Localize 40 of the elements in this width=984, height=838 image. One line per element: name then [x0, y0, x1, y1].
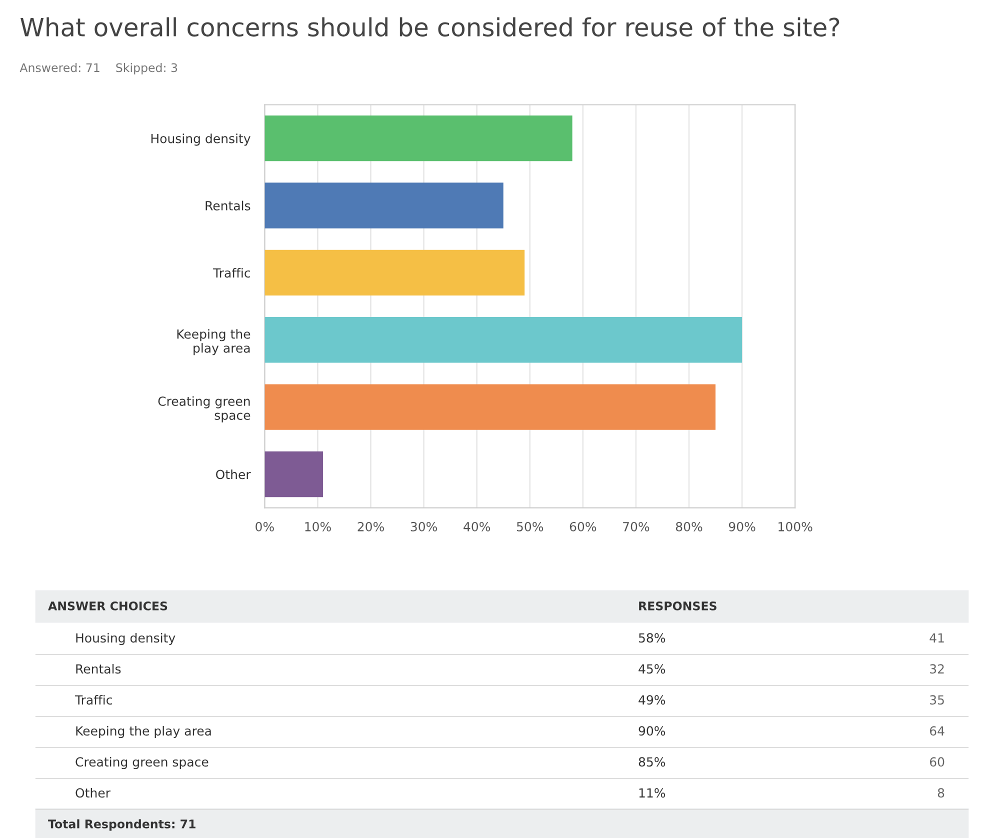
category-label: Rentals: [76, 664, 121, 674]
text: 60: [930, 757, 944, 767]
text: Answered: 71 Skipped: 3: [20, 63, 178, 74]
text: Total Respondents: 71: [48, 819, 196, 831]
text: 58%: [638, 633, 666, 643]
x-tick-label: 60%: [570, 522, 596, 532]
x-tick-label: 10%: [305, 522, 331, 532]
category-label: Keeping the play area: [76, 726, 211, 738]
category-label: Housing density: [76, 632, 176, 646]
x-tick-label: 50%: [516, 522, 544, 532]
y-tick-label: Traffic: [213, 268, 250, 278]
text: 45%: [638, 664, 666, 674]
x-tick-label: 70%: [623, 522, 650, 532]
text: 35: [930, 695, 944, 705]
text: 11%: [639, 788, 666, 798]
y-tick-label: Rentals: [206, 200, 250, 210]
text: 90%: [638, 726, 666, 736]
x-tick-label: 40%: [464, 522, 490, 532]
y-tick-label: Housing density: [151, 134, 250, 146]
x-tick-label: 80%: [676, 522, 702, 532]
x-tick-label: 0%: [256, 522, 274, 532]
category-label: Traffic: [74, 694, 112, 705]
chart-title: What overall concerns should be considered for reuse of the site?: [20, 17, 840, 37]
x-tick-label: 90%: [728, 522, 756, 532]
text: RESPONSES: [639, 601, 716, 610]
text: 41: [930, 633, 944, 642]
x-tick-label: 30%: [410, 522, 438, 532]
y-tick-label: Other: [216, 469, 251, 480]
text: 8: [938, 788, 944, 798]
text: 32: [930, 664, 944, 674]
category-label: Other: [76, 788, 110, 798]
y-tick-label: Creating green space: [158, 396, 250, 422]
x-tick-label: 100%: [778, 522, 812, 532]
x-tick-label: 20%: [358, 522, 384, 532]
text: 85%: [638, 757, 666, 767]
text: 64: [930, 726, 944, 736]
text: ANSWER CHOICES: [48, 601, 168, 610]
text: 49%: [638, 695, 666, 705]
y-tick-label: Keeping the play area: [177, 329, 250, 356]
category-label: Creating green space: [76, 756, 208, 770]
